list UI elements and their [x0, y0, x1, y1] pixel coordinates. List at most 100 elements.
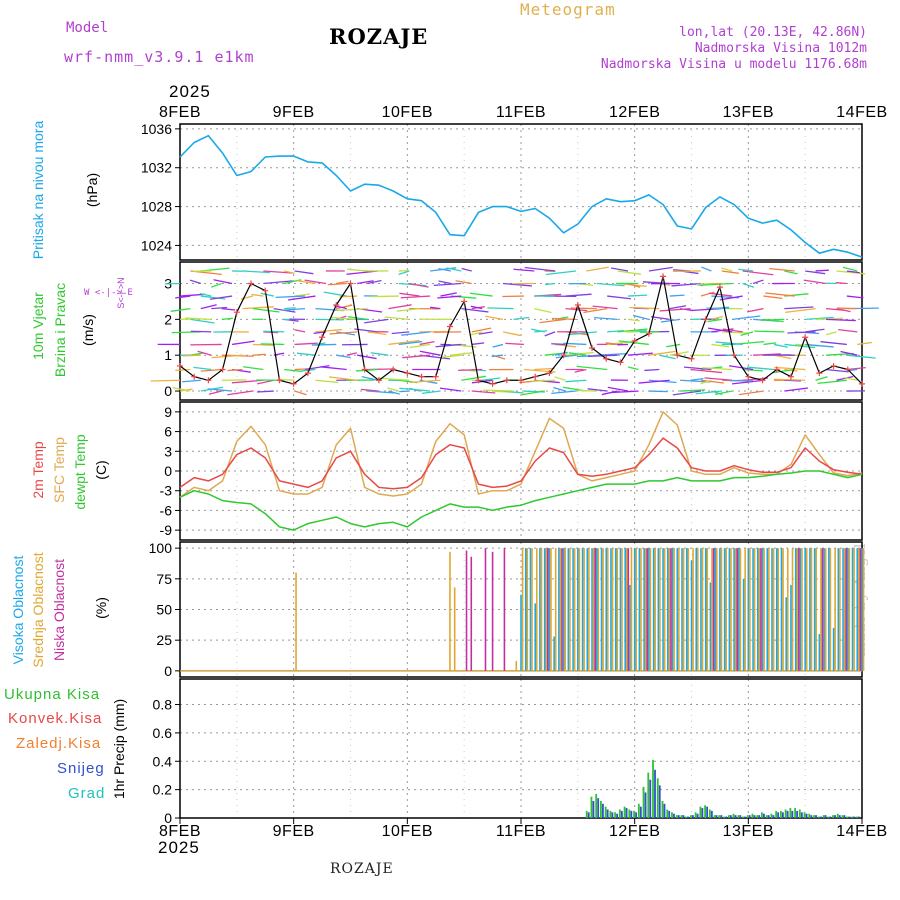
- wind-arrow: [785, 307, 816, 314]
- wind-arrow: [252, 307, 280, 313]
- wind-marker: [276, 377, 283, 384]
- wind-arrow: [182, 379, 201, 383]
- rain-bar: [600, 800, 602, 818]
- wind-arrow: [669, 305, 687, 310]
- wind-arrow: [763, 342, 777, 346]
- rain-bar: [784, 809, 787, 818]
- wind-arrow: [197, 350, 212, 356]
- wind-arrow: [554, 351, 568, 356]
- wind-arrow: [609, 390, 639, 394]
- lonlat-label: lon,lat (20.13E, 42.86N): [679, 25, 867, 40]
- snow-bar: [748, 815, 751, 818]
- wind-marker: [390, 366, 397, 373]
- wind-arrow: [784, 270, 798, 275]
- x-tick-label-top: 11FEB: [496, 104, 546, 121]
- wind-arrow: [707, 318, 722, 323]
- wind-arrow: [774, 366, 806, 371]
- wind-arrow: [820, 341, 847, 346]
- wind-arrow: [284, 368, 303, 373]
- wind-arrow: [805, 328, 825, 333]
- wind-arrow: [367, 279, 382, 285]
- wind-marker: [219, 366, 226, 373]
- wind-arrow: [666, 343, 681, 348]
- snow-bar: [611, 812, 614, 818]
- wind-marker: [361, 366, 368, 373]
- meteogram-label: Meteogram: [520, 0, 616, 19]
- wind-arrow: [438, 267, 452, 272]
- wind-arrow: [593, 316, 618, 320]
- wind-arrow: [784, 379, 801, 382]
- snow-bar: [649, 779, 652, 818]
- wind-arrow: [311, 343, 337, 346]
- y-tick-label: 9: [164, 404, 172, 420]
- y-tick-label: 50: [156, 602, 172, 618]
- wind-arrow: [696, 282, 712, 286]
- t2m-line: [179, 437, 863, 490]
- snow-bar: [819, 816, 822, 818]
- wind-marker: [518, 377, 524, 384]
- wind-arrow: [669, 294, 685, 297]
- wind-marker: [645, 330, 652, 337]
- snow-bar: [725, 816, 727, 818]
- wind-arrow: [294, 390, 307, 396]
- wind-arrow: [364, 318, 389, 324]
- wind-marker: [773, 366, 780, 373]
- wind-arrow: [502, 282, 532, 287]
- snow-bar: [767, 815, 770, 818]
- wind-arrow: [513, 316, 530, 320]
- rain-bar: [727, 815, 730, 818]
- year-bottom: 2025: [158, 838, 200, 857]
- wind-arrow: [263, 270, 293, 274]
- wind-arrow: [401, 331, 431, 336]
- wind-arrow: [711, 343, 730, 348]
- wind-arrow: [360, 388, 379, 392]
- wind-arrow: [208, 390, 222, 395]
- wind-arrow: [172, 387, 191, 392]
- wind-arrow: [702, 367, 733, 371]
- wind-arrow: [471, 390, 496, 394]
- elevation-label: Nadmorska Visina 1012m: [694, 41, 867, 56]
- wind-arrow: [439, 387, 462, 392]
- wind-arrow: [263, 330, 285, 333]
- wind-arrow: [200, 295, 226, 300]
- wind-arrow: [193, 366, 212, 371]
- rain-bar: [827, 816, 830, 818]
- wind-arrow: [388, 390, 400, 395]
- x-tick-label-bottom: 14FEB: [836, 823, 887, 840]
- snow-bar: [786, 810, 789, 818]
- wind-arrow: [296, 352, 316, 356]
- wind-arrow: [399, 292, 420, 297]
- wind-arrow: [184, 317, 212, 320]
- wind-arrow: [370, 295, 399, 298]
- wind-arrow: [485, 315, 504, 320]
- wind-arrow: [805, 316, 834, 320]
- snow-bar: [597, 798, 600, 818]
- footer-station: ROZAJE: [330, 861, 394, 877]
- x-tick-label-bottom: 8FEB: [159, 823, 201, 840]
- snow-bar: [616, 813, 619, 818]
- wind-arrow: [742, 282, 755, 288]
- wind-marker: [205, 377, 212, 384]
- y-tick-label: 6: [164, 424, 172, 440]
- wind-marker: [375, 377, 382, 384]
- wind-arrow: [221, 317, 233, 320]
- wind-arrow: [610, 267, 629, 272]
- y-tick-label: 1: [164, 347, 172, 363]
- snow-bar: [625, 808, 628, 818]
- wind-arrow: [482, 389, 514, 392]
- wind-marker: [461, 298, 468, 305]
- wind-arrow: [672, 390, 702, 396]
- panel-frame: [179, 678, 863, 819]
- wind-arrow: [419, 379, 438, 384]
- rain-bar: [661, 800, 664, 818]
- wind-arrow: [738, 390, 764, 396]
- wind-arrow: [450, 352, 473, 356]
- wind-arrow: [765, 292, 795, 297]
- wind-marker: [702, 316, 709, 323]
- wind-arrow: [719, 295, 743, 301]
- rain-bar: [704, 805, 707, 818]
- wind-arrow: [555, 354, 577, 359]
- wind-arrow: [190, 330, 212, 333]
- wind-arrow: [470, 305, 483, 310]
